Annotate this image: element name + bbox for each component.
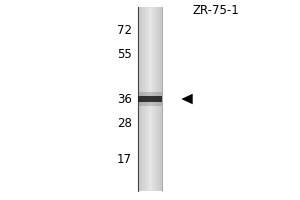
Bar xyxy=(138,92,162,106)
Bar xyxy=(161,7,162,191)
Bar xyxy=(150,7,151,191)
Text: ZR-75-1: ZR-75-1 xyxy=(192,4,239,17)
Text: 28: 28 xyxy=(117,117,132,130)
Bar xyxy=(154,7,155,191)
Bar xyxy=(160,7,161,191)
Bar xyxy=(143,7,144,191)
Bar xyxy=(145,7,146,191)
Text: 36: 36 xyxy=(117,93,132,106)
Bar xyxy=(152,7,153,191)
Text: 17: 17 xyxy=(117,153,132,166)
Text: 55: 55 xyxy=(117,48,132,61)
Bar xyxy=(138,7,139,191)
Bar xyxy=(140,7,141,191)
Bar xyxy=(141,7,142,191)
Polygon shape xyxy=(182,94,193,104)
Bar xyxy=(146,7,147,191)
Bar xyxy=(151,7,152,191)
Bar xyxy=(147,7,148,191)
Bar xyxy=(139,7,140,191)
Bar xyxy=(138,96,162,102)
Bar xyxy=(159,7,160,191)
Bar xyxy=(148,7,149,191)
Bar xyxy=(158,7,159,191)
Bar xyxy=(155,7,156,191)
Bar xyxy=(142,7,143,191)
Bar xyxy=(157,7,158,191)
Bar xyxy=(156,7,157,191)
Text: 72: 72 xyxy=(117,24,132,37)
Bar xyxy=(149,7,150,191)
Bar xyxy=(153,7,154,191)
Bar xyxy=(144,7,145,191)
